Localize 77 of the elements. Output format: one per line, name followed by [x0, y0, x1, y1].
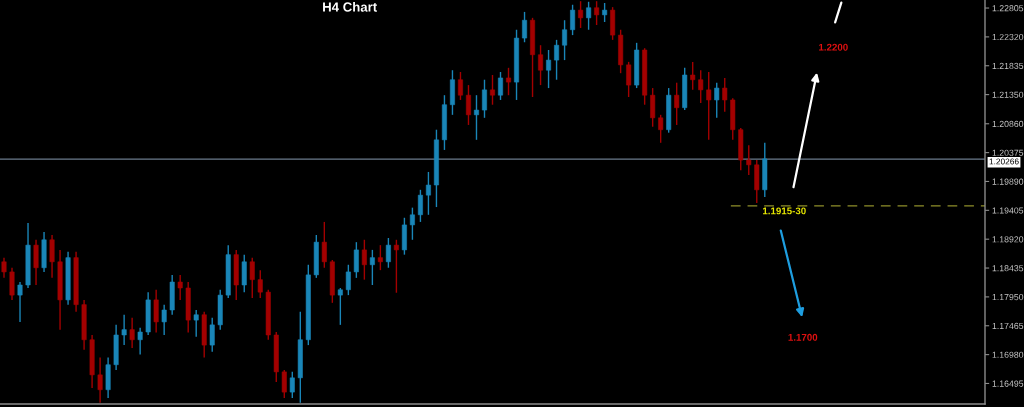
candlestick [121, 314, 127, 346]
candlestick [129, 317, 135, 349]
candlestick [17, 281, 23, 323]
candlestick [465, 84, 471, 126]
candlestick [321, 221, 327, 269]
y-tick-label: 1.19405 [992, 207, 1024, 214]
y-tick-label: 1.16980 [992, 351, 1024, 358]
candlestick [137, 327, 143, 356]
candlestick [626, 61, 632, 98]
y-tick-label: 1.18435 [992, 265, 1024, 272]
candlestick [698, 69, 704, 104]
candlestick [369, 249, 375, 286]
annotation: 1.1700 [788, 333, 818, 341]
candlestick [385, 237, 391, 269]
candlestick [209, 317, 215, 353]
candlestick [522, 11, 528, 43]
chart-title: H4 Chart [323, 2, 378, 12]
candlestick [674, 82, 680, 126]
candlestick [658, 114, 664, 144]
y-tick-label: 1.16495 [992, 380, 1024, 387]
candlestick [602, 2, 608, 23]
y-tick-label: 1.21350 [992, 91, 1024, 98]
candlestick [377, 244, 383, 271]
candlestick [570, 4, 576, 36]
candlestick [417, 189, 423, 223]
annotation: 1.2200 [819, 43, 848, 51]
y-tick-label: 1.18920 [992, 236, 1024, 243]
candlestick [586, 1, 592, 31]
y-tick-label: 1.17465 [992, 322, 1024, 330]
candlestick [746, 144, 752, 176]
candlestick [337, 287, 343, 326]
candlestick [490, 74, 495, 106]
candlestick [361, 239, 367, 281]
candlestick [594, 0, 600, 26]
candlestick [353, 241, 359, 279]
candlestick [153, 289, 159, 334]
candlestick [498, 71, 503, 101]
candlestick [722, 77, 728, 113]
candlestick [482, 79, 487, 119]
candlestick [546, 49, 552, 89]
candlestick [474, 94, 479, 141]
candlestick [33, 239, 39, 286]
annotation: 1.1915-30 [763, 207, 806, 215]
candlestick [9, 267, 15, 301]
candlestick [289, 371, 295, 399]
candlestick [409, 206, 415, 241]
candlestick [249, 256, 255, 299]
candlestick [257, 269, 263, 299]
candlestick [650, 87, 656, 128]
candlestick [457, 71, 463, 101]
y-tick-label: 1.19890 [992, 178, 1024, 185]
candlestick [161, 303, 167, 336]
candlestick [554, 39, 560, 81]
candlestick [425, 171, 431, 216]
candlestick [177, 274, 183, 301]
candlestick [690, 61, 696, 91]
candlestick [706, 71, 712, 141]
ref-line-label: 1.20266 [989, 158, 1019, 165]
candlestick [1, 256, 7, 279]
candlestick [393, 239, 399, 294]
candlestick [345, 264, 351, 296]
y-tick-label: 1.22805 [992, 5, 1024, 12]
y-tick-label: 1.20860 [992, 120, 1024, 128]
candlestick [97, 356, 103, 404]
candlestick [578, 0, 584, 29]
y-tick-label: 1.20375 [992, 149, 1024, 156]
candlestick [281, 369, 287, 399]
candlestick [562, 19, 568, 61]
candlestick [714, 82, 720, 119]
y-tick-label: 1.22320 [992, 33, 1024, 41]
candlestick [49, 234, 55, 279]
candlestick [193, 309, 199, 338]
candlestick [506, 67, 511, 96]
y-tick-label: 1.21835 [992, 62, 1024, 69]
candlestick [538, 44, 544, 86]
candlestick [241, 253, 247, 293]
y-tick-label: 1.17950 [992, 293, 1024, 301]
